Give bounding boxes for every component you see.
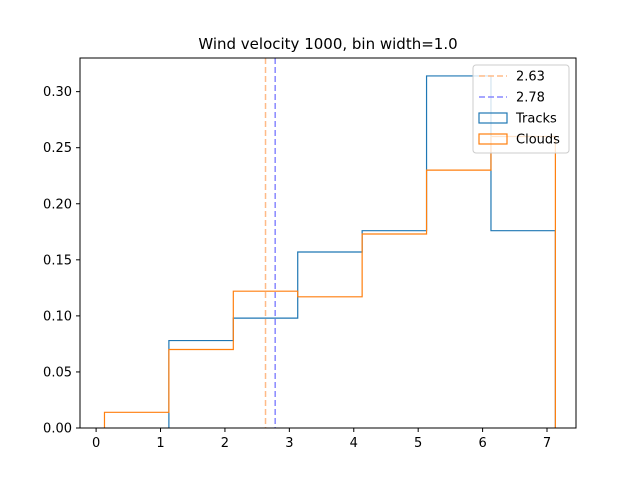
legend-swatch-clouds bbox=[478, 133, 508, 145]
bin-clouds-5 bbox=[427, 170, 491, 428]
bin-clouds-0 bbox=[104, 412, 168, 428]
x-tick-label: 4 bbox=[350, 436, 358, 451]
x-tick-label: 2 bbox=[221, 436, 229, 451]
y-tick-label: 0.10 bbox=[43, 309, 72, 324]
legend-label-tracks: Tracks bbox=[515, 112, 557, 127]
x-tick-label: 6 bbox=[478, 436, 486, 451]
legend-label-2.63: 2.63 bbox=[516, 70, 545, 85]
chart-title: Wind velocity 1000, bin width=1.0 bbox=[198, 35, 457, 53]
y-tick-label: 0.05 bbox=[43, 365, 72, 380]
bin-tracks-2 bbox=[298, 252, 362, 428]
legend-label-2.78: 2.78 bbox=[516, 91, 545, 106]
bin-clouds-4 bbox=[362, 234, 426, 428]
legend: 2.63 2.78 Tracks Clouds bbox=[472, 64, 570, 154]
bin-clouds-3 bbox=[298, 297, 362, 428]
y-tick-label: 0.25 bbox=[43, 141, 72, 156]
legend-swatch-tracks bbox=[478, 112, 508, 124]
y-tick-label: 0.30 bbox=[43, 85, 72, 100]
series-clouds-step bbox=[103, 135, 556, 428]
legend-box bbox=[472, 64, 570, 154]
bin-tracks-3 bbox=[362, 231, 426, 428]
y-tick-label: 0.15 bbox=[43, 253, 72, 268]
y-tick-label: 0.00 bbox=[43, 422, 72, 437]
x-tick-label: 3 bbox=[285, 436, 293, 451]
x-tick-label: 0 bbox=[92, 436, 100, 451]
y-tick-label: 0.20 bbox=[43, 197, 72, 212]
bin-clouds-1 bbox=[169, 350, 233, 428]
x-tick-label: 7 bbox=[543, 436, 551, 451]
x-tick-label: 5 bbox=[414, 436, 422, 451]
bin-tracks-0 bbox=[169, 341, 233, 428]
plot-frame bbox=[79, 57, 577, 429]
x-tick-label: 1 bbox=[156, 436, 164, 451]
bin-clouds-6 bbox=[491, 136, 555, 428]
bin-tracks-5 bbox=[491, 231, 555, 428]
legend-label-clouds: Clouds bbox=[516, 133, 560, 148]
